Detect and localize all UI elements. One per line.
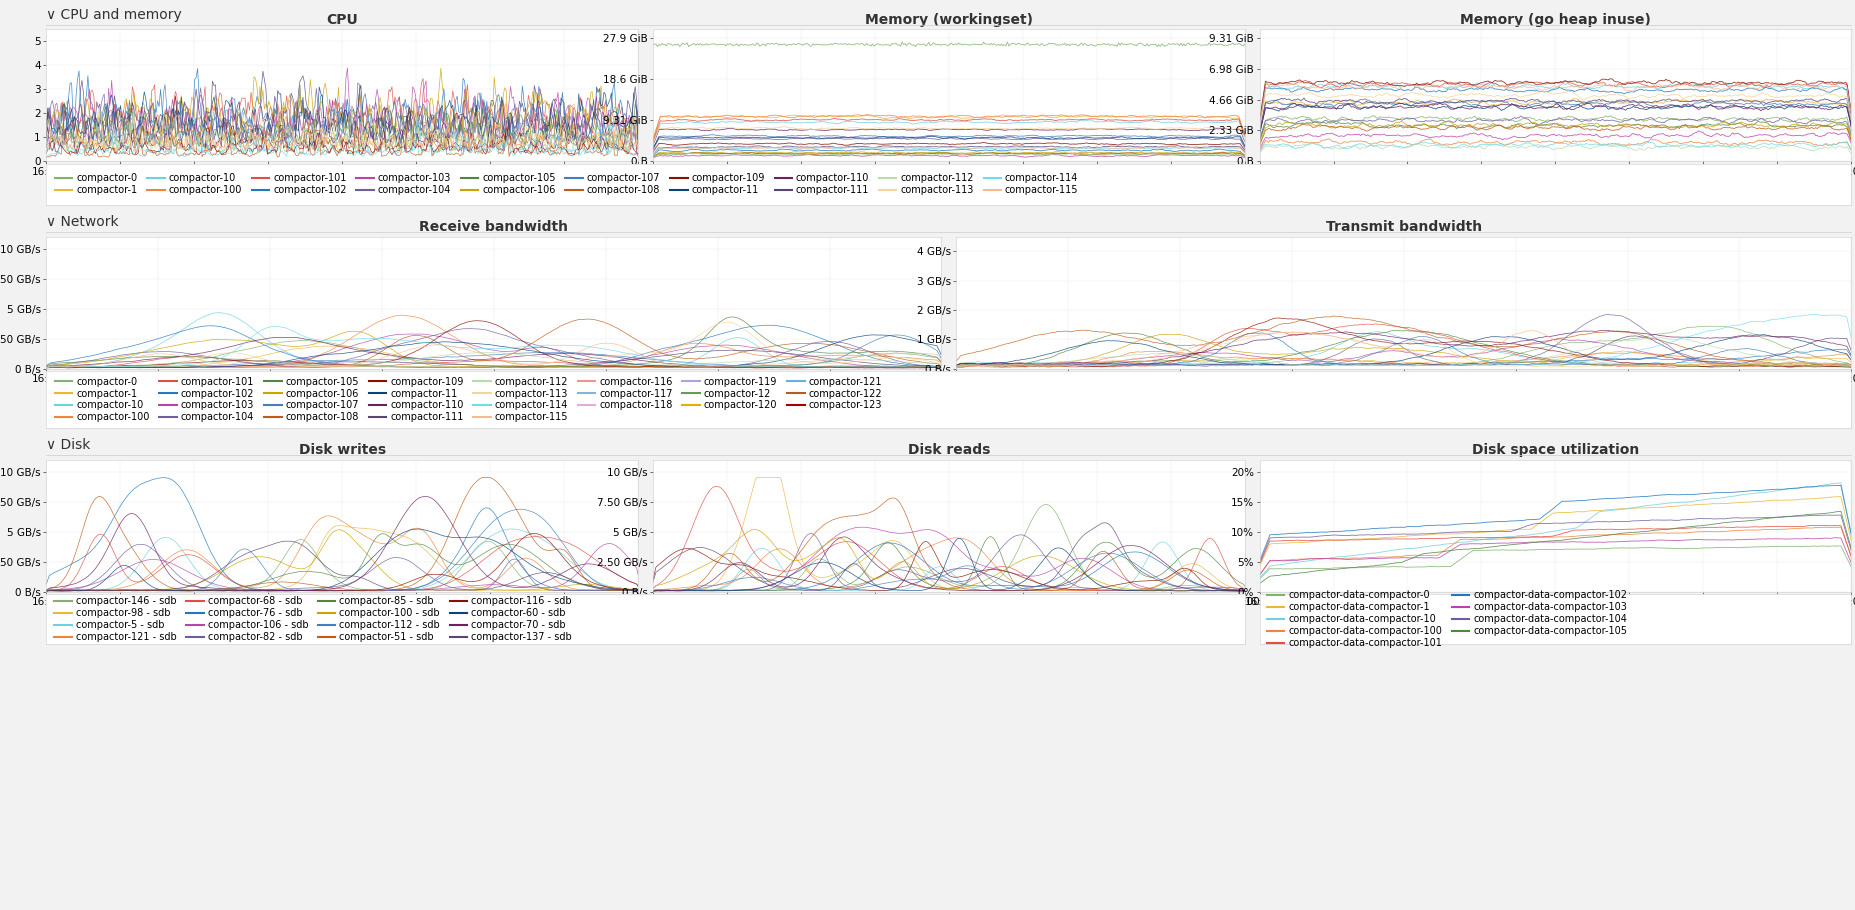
Title: Disk writes: Disk writes [299,443,386,457]
Legend: compactor-0, compactor-1, compactor-10, compactor-100, compactor-101, compactor-: compactor-0, compactor-1, compactor-10, … [54,171,1080,197]
Text: ∨ Disk: ∨ Disk [46,438,91,452]
Text: ∨ Network: ∨ Network [46,215,119,229]
Title: Memory (go heap inuse): Memory (go heap inuse) [1460,13,1651,26]
Legend: compactor-146 - sdb, compactor-98 - sdb, compactor-5 - sdb, compactor-121 - sdb,: compactor-146 - sdb, compactor-98 - sdb,… [52,594,573,644]
Title: Memory (workingset): Memory (workingset) [864,13,1033,26]
Title: Disk space utilization: Disk space utilization [1471,443,1640,457]
Legend: compactor-data-compactor-0, compactor-data-compactor-1, compactor-data-compactor: compactor-data-compactor-0, compactor-da… [1265,589,1629,650]
Title: Disk reads: Disk reads [907,443,991,457]
Legend: compactor-0, compactor-1, compactor-10, compactor-100, compactor-101, compactor-: compactor-0, compactor-1, compactor-10, … [54,375,885,424]
Title: Transmit bandwidth: Transmit bandwidth [1326,220,1482,234]
Title: Receive bandwidth: Receive bandwidth [419,220,568,234]
Title: CPU: CPU [326,13,358,26]
Text: ∨ CPU and memory: ∨ CPU and memory [46,7,182,22]
